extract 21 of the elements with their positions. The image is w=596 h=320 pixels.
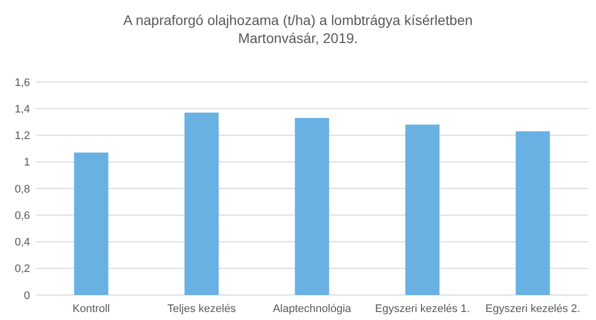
y-tick-label: 1,2 [14,130,30,142]
x-tick-label: Alaptechnológia [272,303,352,315]
y-tick-label: 0,2 [14,263,30,276]
x-tick-label: Teljes kezelés [167,303,236,315]
bar [294,118,330,295]
bar [74,152,108,295]
y-tick-label: 0 [24,290,30,302]
bar [405,124,440,295]
y-tick-label: 0,6 [14,210,30,222]
y-tick-label: 0,8 [14,183,30,196]
bar [184,112,219,295]
y-tick-label: 1 [24,156,30,169]
x-tick-label: Kontroll [72,303,110,315]
y-tick-label: 1,6 [14,76,30,89]
x-tick-label: Egyszeri kezelés 1. [375,303,470,315]
x-tick-label: Egyszeri kezelés 2. [485,303,580,315]
bar [516,131,550,295]
chart-subtitle: Martonvásár, 2019. [238,30,358,46]
y-tick-label: 1,4 [14,103,30,116]
y-tick-label: 0,4 [14,236,30,249]
chart-title: A napraforgó olajhozama (t/ha) a lombtrágya kísérletben [123,12,473,28]
